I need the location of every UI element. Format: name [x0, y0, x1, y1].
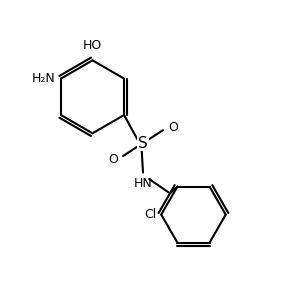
Text: O: O — [108, 153, 118, 166]
Text: HN: HN — [134, 177, 152, 190]
Text: O: O — [168, 121, 178, 134]
Text: HO: HO — [83, 39, 102, 52]
Text: Cl: Cl — [144, 208, 156, 221]
Text: H₂N: H₂N — [31, 72, 55, 85]
Text: S: S — [138, 136, 148, 151]
